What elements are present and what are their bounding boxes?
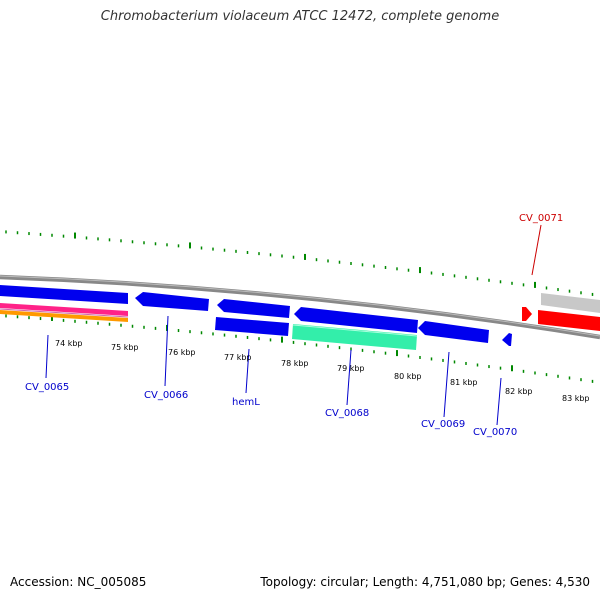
scale-label: 80 kbp xyxy=(394,372,422,381)
gene-label-cv-0068[interactable]: CV_0068 xyxy=(325,408,369,419)
gene-cv-0071-red-bar xyxy=(538,310,600,331)
genome-backbone xyxy=(0,274,600,340)
rna-track-orange xyxy=(0,310,128,322)
inner-tick-ring xyxy=(5,314,594,383)
scale-label: 82 kbp xyxy=(505,387,533,396)
gene-cv-0071-gray-bar xyxy=(541,293,600,313)
gene-hemL-lower-bar xyxy=(215,317,289,336)
accession-text: Accession: NC_005085 xyxy=(10,575,147,589)
gene-label-cv-0066[interactable]: CV_0066 xyxy=(144,390,188,401)
gene-cv-0071-small-arrow xyxy=(522,307,532,321)
gene-label-cv-0069[interactable]: CV_0069 xyxy=(421,419,465,430)
outer-tick-ring xyxy=(5,230,594,296)
label-line-cv-0068 xyxy=(346,349,352,406)
scale-label: 77 kbp xyxy=(224,353,252,362)
scale-label: 83 kbp xyxy=(562,394,590,403)
scale-label: 75 kbp xyxy=(111,343,139,352)
gene-label-cv-0065[interactable]: CV_0065 xyxy=(25,382,69,393)
gene-label-heml[interactable]: hemL xyxy=(232,397,260,408)
rna-cv-0068-bar xyxy=(292,324,417,350)
gene-label-cv-0070[interactable]: CV_0070 xyxy=(473,427,517,438)
label-line-cv-0071 xyxy=(531,224,542,276)
gene-label-cv-0071[interactable]: CV_0071 xyxy=(519,213,563,224)
gene-cv-0066-arrow xyxy=(135,292,209,311)
scale-label: 78 kbp xyxy=(281,359,309,368)
label-line-cv-0065 xyxy=(45,334,49,379)
scale-label: 79 kbp xyxy=(337,364,365,373)
genome-info-text: Topology: circular; Length: 4,751,080 bp… xyxy=(260,575,590,589)
map-title: Chromobacterium violaceum ATCC 12472, co… xyxy=(100,9,500,24)
label-line-cv-0066 xyxy=(164,315,169,387)
gene-cv-0068-upper-arrow xyxy=(294,307,418,333)
gene-cv-0065-arrow xyxy=(0,285,128,304)
label-line-hemL xyxy=(245,348,250,394)
gene-cv-0069-arrow xyxy=(418,321,489,343)
scale-label: 76 kbp xyxy=(168,348,196,357)
gene-cv-0070-arrow xyxy=(502,333,512,346)
rna-track-pink xyxy=(0,303,128,316)
label-line-cv-0070 xyxy=(496,377,502,426)
scale-label: 74 kbp xyxy=(55,339,83,348)
gene-hemL-upper-arrow xyxy=(217,299,290,318)
scale-label: 81 kbp xyxy=(450,378,478,387)
label-line-cv-0069 xyxy=(443,351,450,418)
